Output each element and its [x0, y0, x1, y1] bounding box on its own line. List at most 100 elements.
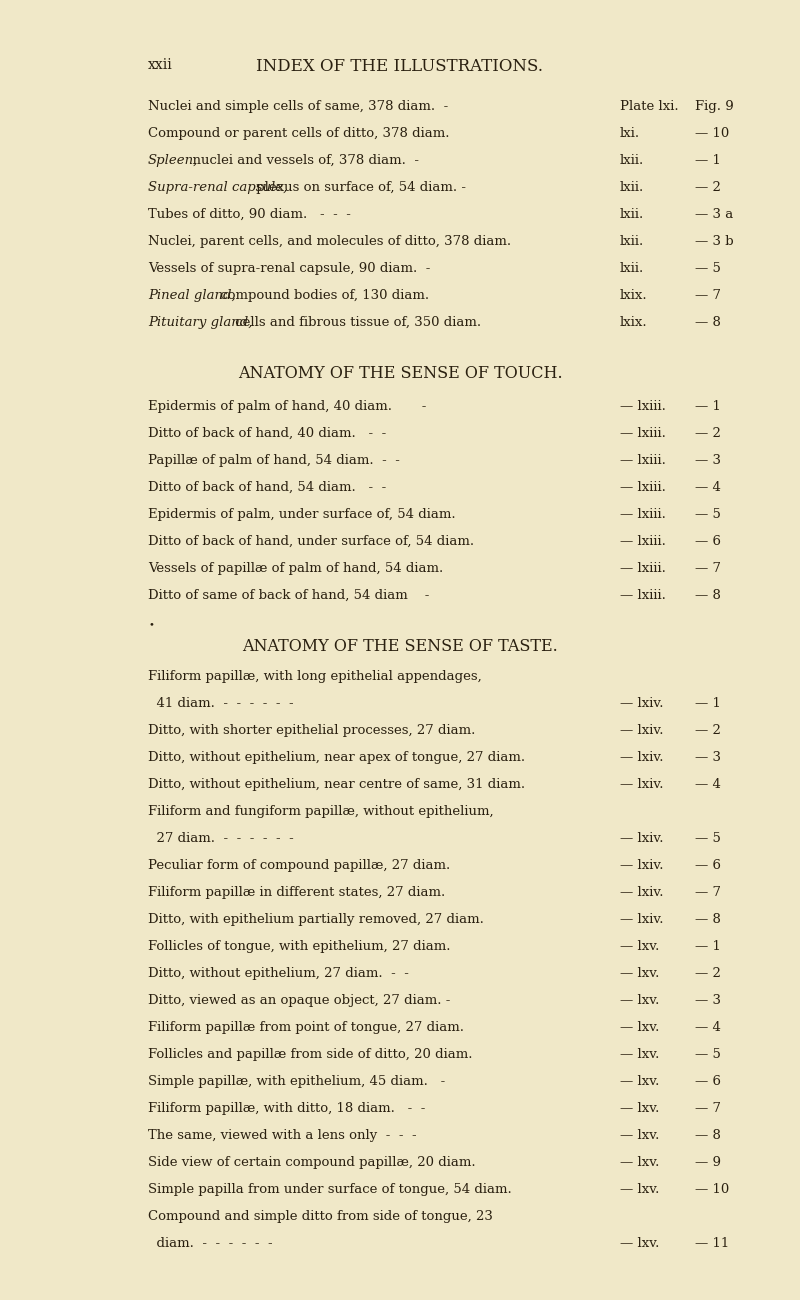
Text: Nuclei, parent cells, and molecules of ditto, 378 diam.: Nuclei, parent cells, and molecules of d… — [148, 235, 511, 248]
Text: Compound or parent cells of ditto, 378 diam.: Compound or parent cells of ditto, 378 d… — [148, 127, 450, 140]
Text: Epidermis of palm, under surface of, 54 diam.: Epidermis of palm, under surface of, 54 … — [148, 508, 456, 521]
Text: Filiform papillæ in different states, 27 diam.: Filiform papillæ in different states, 27… — [148, 887, 446, 900]
Text: ANATOMY OF THE SENSE OF TASTE.: ANATOMY OF THE SENSE OF TASTE. — [242, 638, 558, 655]
Text: Side view of certain compound papillæ, 20 diam.: Side view of certain compound papillæ, 2… — [148, 1156, 476, 1169]
Text: — 3: — 3 — [695, 751, 721, 764]
Text: — 10: — 10 — [695, 127, 730, 140]
Text: — 4: — 4 — [695, 481, 721, 494]
Text: — lxv.: — lxv. — [620, 1020, 659, 1034]
Text: Ditto, with shorter epithelial processes, 27 diam.: Ditto, with shorter epithelial processes… — [148, 724, 475, 737]
Text: — 1: — 1 — [695, 400, 721, 413]
Text: — lxiii.: — lxiii. — [620, 536, 666, 549]
Text: — lxiv.: — lxiv. — [620, 887, 663, 900]
Text: — lxv.: — lxv. — [620, 1238, 659, 1251]
Text: Filiform papillæ from point of tongue, 27 diam.: Filiform papillæ from point of tongue, 2… — [148, 1020, 464, 1034]
Text: — 5: — 5 — [695, 832, 721, 845]
Text: — 2: — 2 — [695, 426, 721, 439]
Text: Filiform papillæ, with ditto, 18 diam.   -  -: Filiform papillæ, with ditto, 18 diam. -… — [148, 1102, 426, 1115]
Text: Compound and simple ditto from side of tongue, 23: Compound and simple ditto from side of t… — [148, 1210, 493, 1223]
Text: Simple papilla from under surface of tongue, 54 diam.: Simple papilla from under surface of ton… — [148, 1183, 512, 1196]
Text: — lxv.: — lxv. — [620, 1156, 659, 1169]
Text: 27 diam.  -  -  -  -  -  -: 27 diam. - - - - - - — [148, 832, 294, 845]
Text: lxix.: lxix. — [620, 316, 648, 329]
Text: lxii.: lxii. — [620, 263, 644, 276]
Text: — lxv.: — lxv. — [620, 1075, 659, 1088]
Text: — lxiii.: — lxiii. — [620, 426, 666, 439]
Text: Ditto of same of back of hand, 54 diam    -: Ditto of same of back of hand, 54 diam - — [148, 589, 430, 602]
Text: — 3: — 3 — [695, 994, 721, 1008]
Text: Ditto, without epithelium, 27 diam.  -  -: Ditto, without epithelium, 27 diam. - - — [148, 967, 409, 980]
Text: diam.  -  -  -  -  -  -: diam. - - - - - - — [148, 1238, 273, 1251]
Text: Simple papillæ, with epithelium, 45 diam.   -: Simple papillæ, with epithelium, 45 diam… — [148, 1075, 446, 1088]
Text: Ditto, with epithelium partially removed, 27 diam.: Ditto, with epithelium partially removed… — [148, 913, 484, 926]
Text: The same, viewed with a lens only  -  -  -: The same, viewed with a lens only - - - — [148, 1128, 417, 1141]
Text: INDEX OF THE ILLUSTRATIONS.: INDEX OF THE ILLUSTRATIONS. — [257, 58, 543, 75]
Text: lxii.: lxii. — [620, 181, 644, 194]
Text: — lxiv.: — lxiv. — [620, 832, 663, 845]
Text: — lxiv.: — lxiv. — [620, 724, 663, 737]
Text: Ditto of back of hand, 40 diam.   -  -: Ditto of back of hand, 40 diam. - - — [148, 426, 386, 439]
Text: — 1: — 1 — [695, 153, 721, 166]
Text: — 7: — 7 — [695, 1102, 721, 1115]
Text: — 6: — 6 — [695, 1075, 721, 1088]
Text: — 6: — 6 — [695, 859, 721, 872]
Text: — 5: — 5 — [695, 263, 721, 276]
Text: Plate lxi.: Plate lxi. — [620, 100, 678, 113]
Text: — lxv.: — lxv. — [620, 967, 659, 980]
Text: — 1: — 1 — [695, 697, 721, 710]
Text: Pineal gland,: Pineal gland, — [148, 289, 236, 302]
Text: Vessels of supra-renal capsule, 90 diam.  -: Vessels of supra-renal capsule, 90 diam.… — [148, 263, 430, 276]
Text: — lxiii.: — lxiii. — [620, 562, 666, 575]
Text: — 3: — 3 — [695, 454, 721, 467]
Text: — 5: — 5 — [695, 1048, 721, 1061]
Text: xxii: xxii — [148, 58, 173, 72]
Text: — 6: — 6 — [695, 536, 721, 549]
Text: Vessels of papillæ of palm of hand, 54 diam.: Vessels of papillæ of palm of hand, 54 d… — [148, 562, 443, 575]
Text: Follicles and papillæ from side of ditto, 20 diam.: Follicles and papillæ from side of ditto… — [148, 1048, 473, 1061]
Text: Pituitary gland,: Pituitary gland, — [148, 316, 253, 329]
Text: — 2: — 2 — [695, 967, 721, 980]
Text: Filiform papillæ, with long epithelial appendages,: Filiform papillæ, with long epithelial a… — [148, 670, 482, 682]
Text: — lxiii.: — lxiii. — [620, 481, 666, 494]
Text: — lxiv.: — lxiv. — [620, 859, 663, 872]
Text: Ditto, without epithelium, near apex of tongue, 27 diam.: Ditto, without epithelium, near apex of … — [148, 751, 525, 764]
Text: cells and fibrous tissue of, 350 diam.: cells and fibrous tissue of, 350 diam. — [231, 316, 482, 329]
Text: lxi.: lxi. — [620, 127, 640, 140]
Text: — 11: — 11 — [695, 1238, 730, 1251]
Text: Fig. 9: Fig. 9 — [695, 100, 734, 113]
Text: — 2: — 2 — [695, 181, 721, 194]
Text: lxix.: lxix. — [620, 289, 648, 302]
Text: — 8: — 8 — [695, 913, 721, 926]
Text: — lxiii.: — lxiii. — [620, 400, 666, 413]
Text: — lxv.: — lxv. — [620, 1183, 659, 1196]
Text: Ditto of back of hand, under surface of, 54 diam.: Ditto of back of hand, under surface of,… — [148, 536, 474, 549]
Text: — 5: — 5 — [695, 508, 721, 521]
Text: — 4: — 4 — [695, 777, 721, 790]
Text: Nuclei and simple cells of same, 378 diam.  -: Nuclei and simple cells of same, 378 dia… — [148, 100, 448, 113]
Text: Ditto, without epithelium, near centre of same, 31 diam.: Ditto, without epithelium, near centre o… — [148, 777, 525, 790]
Text: — 8: — 8 — [695, 1128, 721, 1141]
Text: — lxiii.: — lxiii. — [620, 454, 666, 467]
Text: Filiform and fungiform papillæ, without epithelium,: Filiform and fungiform papillæ, without … — [148, 805, 494, 818]
Text: — lxv.: — lxv. — [620, 940, 659, 953]
Text: — lxv.: — lxv. — [620, 994, 659, 1008]
Text: 41 diam.  -  -  -  -  -  -: 41 diam. - - - - - - — [148, 697, 294, 710]
Text: Tubes of ditto, 90 diam.   -  -  -: Tubes of ditto, 90 diam. - - - — [148, 208, 351, 221]
Text: — lxv.: — lxv. — [620, 1048, 659, 1061]
Text: lxii.: lxii. — [620, 153, 644, 166]
Text: — 7: — 7 — [695, 562, 721, 575]
Text: — lxv.: — lxv. — [620, 1128, 659, 1141]
Text: — 8: — 8 — [695, 316, 721, 329]
Text: plexus on surface of, 54 diam. -: plexus on surface of, 54 diam. - — [252, 181, 466, 194]
Text: Supra-renal capsule,: Supra-renal capsule, — [148, 181, 287, 194]
Text: — 8: — 8 — [695, 589, 721, 602]
Text: — 3 a: — 3 a — [695, 208, 734, 221]
Text: Epidermis of palm of hand, 40 diam.       -: Epidermis of palm of hand, 40 diam. - — [148, 400, 426, 413]
Text: ANATOMY OF THE SENSE OF TOUCH.: ANATOMY OF THE SENSE OF TOUCH. — [238, 365, 562, 382]
Text: — lxiv.: — lxiv. — [620, 777, 663, 790]
Text: — 9: — 9 — [695, 1156, 721, 1169]
Text: — 2: — 2 — [695, 724, 721, 737]
Text: Ditto, viewed as an opaque object, 27 diam. -: Ditto, viewed as an opaque object, 27 di… — [148, 994, 450, 1008]
Text: Spleen,: Spleen, — [148, 153, 198, 166]
Text: — 7: — 7 — [695, 887, 721, 900]
